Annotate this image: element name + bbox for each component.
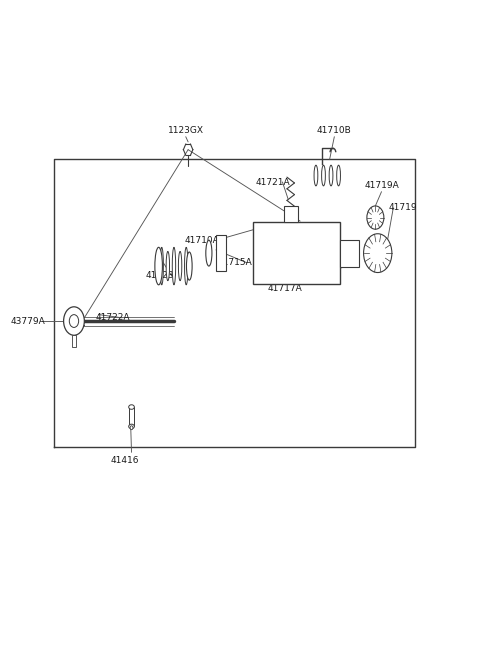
Circle shape xyxy=(367,206,384,229)
Text: 41722A: 41722A xyxy=(96,313,130,322)
FancyBboxPatch shape xyxy=(72,335,76,347)
Ellipse shape xyxy=(206,240,212,266)
FancyBboxPatch shape xyxy=(284,206,298,223)
Text: 41717A: 41717A xyxy=(267,284,302,293)
Text: 41719: 41719 xyxy=(388,203,417,212)
Ellipse shape xyxy=(129,405,134,409)
Ellipse shape xyxy=(172,248,176,285)
Ellipse shape xyxy=(184,248,188,285)
Ellipse shape xyxy=(179,252,182,281)
FancyBboxPatch shape xyxy=(129,407,134,426)
FancyBboxPatch shape xyxy=(340,240,359,267)
FancyBboxPatch shape xyxy=(216,235,227,271)
Ellipse shape xyxy=(155,248,162,285)
Ellipse shape xyxy=(129,424,134,429)
Text: 41723: 41723 xyxy=(145,271,174,280)
Text: 43779A: 43779A xyxy=(11,316,45,326)
Ellipse shape xyxy=(166,252,169,281)
Circle shape xyxy=(130,426,133,430)
Text: 41721A: 41721A xyxy=(256,178,290,187)
Text: 41719A: 41719A xyxy=(364,181,399,190)
Ellipse shape xyxy=(186,252,192,280)
Text: 41416: 41416 xyxy=(110,456,139,464)
Ellipse shape xyxy=(160,248,163,285)
Circle shape xyxy=(363,234,392,272)
Text: 41710A: 41710A xyxy=(185,236,220,245)
Text: 1123GX: 1123GX xyxy=(168,126,204,135)
Circle shape xyxy=(69,314,79,328)
Text: 41715A: 41715A xyxy=(218,258,252,267)
Text: 41710B: 41710B xyxy=(317,126,352,135)
Circle shape xyxy=(63,307,84,335)
FancyBboxPatch shape xyxy=(253,223,340,284)
